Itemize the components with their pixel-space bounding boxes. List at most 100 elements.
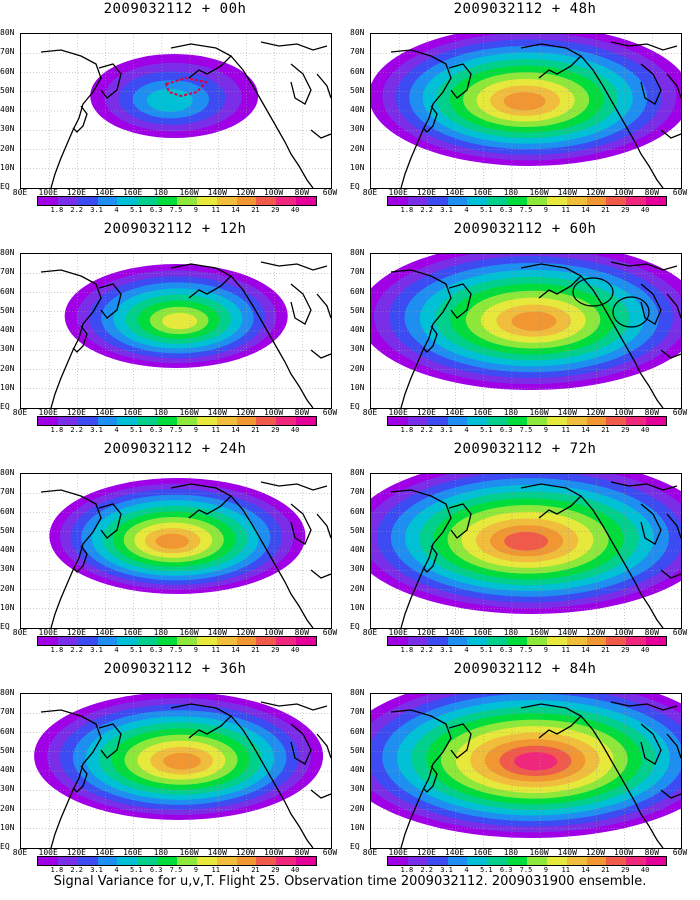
colorbar-tick-label: 7.5	[519, 646, 533, 654]
longitude-tick-label: 140E	[444, 628, 465, 637]
colorbar-swatch	[157, 637, 178, 645]
contour-map	[20, 253, 332, 409]
colorbar-swatch	[527, 197, 547, 205]
latitude-tick-label: 70N	[350, 487, 365, 497]
latitude-tick-label: 40N	[350, 545, 365, 554]
latitude-tick-label: 40N	[0, 105, 15, 114]
colorbar-tick-label: 2.2	[70, 866, 84, 874]
colorbar	[387, 196, 667, 206]
latitude-tick-label: EQ	[0, 402, 10, 411]
latitude-tick-label: 40N	[0, 765, 15, 774]
colorbar-swatch	[388, 637, 408, 645]
variance-contour-level-11	[504, 531, 549, 551]
coastline	[72, 105, 88, 133]
coastline	[580, 495, 664, 628]
coastline	[40, 489, 102, 628]
coastline	[170, 703, 233, 739]
longitude-tick-label: 100E	[38, 848, 58, 857]
coastline	[390, 489, 452, 628]
colorbar-tick-label: 11	[211, 426, 220, 434]
colorbar-tick-label: 6.3	[499, 206, 513, 214]
latitude-tick-label: 10N	[350, 162, 365, 172]
longitude-tick-label: 160W	[179, 408, 199, 417]
colorbar-swatch	[77, 637, 98, 645]
panel-title: 2009032112 + 48h	[453, 1, 597, 17]
colorbar	[37, 856, 317, 866]
latitude-tick-label: 40N	[350, 105, 365, 114]
latitude-tick-label: 40N	[0, 545, 15, 554]
coastline	[316, 73, 331, 99]
colorbar-tick-label: 9	[193, 646, 198, 654]
colorbar-tick-label: 4	[464, 646, 469, 654]
latitude-tick-label: 80N	[350, 468, 365, 477]
colorbar-tick-label: 14	[581, 866, 590, 874]
highlight-circle	[612, 296, 650, 328]
coastline	[310, 569, 331, 579]
colorbar-tick-label: 11	[211, 646, 220, 654]
longitude-tick-label: 120W	[585, 848, 606, 857]
colorbar-tick-label: 6.3	[499, 866, 513, 874]
contour-map	[20, 473, 332, 629]
colorbar-swatch	[487, 197, 508, 205]
longitude-tick-label: 140W	[207, 628, 227, 637]
colorbar-tick-label: 7.5	[169, 426, 183, 434]
colorbar-swatch	[546, 637, 567, 645]
longitude-tick-label: 140W	[557, 408, 577, 417]
colorbar-tick-label: 4	[114, 206, 119, 214]
longitude-tick-label: 80W	[644, 848, 660, 857]
forecast-panel-36h: 2009032112 + 36h 80N 70N 60N 50N 40N 30N 20N 10…	[0, 660, 350, 885]
colorbar-swatch	[447, 637, 468, 645]
colorbar-swatch	[626, 417, 647, 425]
longitude-tick-label: 100W	[263, 848, 284, 857]
longitude-tick-label: 120W	[585, 188, 606, 197]
colorbar-tick-label: 6.3	[149, 646, 163, 654]
longitude-tick-label: 140E	[444, 848, 465, 857]
longitude-tick-label: 180	[503, 628, 519, 637]
colorbar-tick-label: 3.1	[90, 866, 103, 874]
colorbar-swatch	[57, 857, 78, 865]
colorbar-swatch	[447, 197, 468, 205]
colorbar-tick-label: 3.1	[440, 426, 453, 434]
coastline	[260, 481, 328, 491]
colorbar-swatch	[256, 857, 277, 865]
longitude-tick-label: 80W	[644, 188, 660, 197]
colorbar-swatch	[57, 417, 78, 425]
colorbar-swatch	[256, 417, 277, 425]
coastline	[640, 723, 662, 765]
colorbar-tick-label: 21	[601, 206, 610, 214]
longitude-tick-label: 100W	[263, 628, 284, 637]
colorbar-swatch	[606, 197, 627, 205]
colorbar-tick-label: 2.2	[420, 866, 434, 874]
panel-title: 2009032112 + 36h	[103, 661, 247, 677]
longitude-tick-label: 160W	[179, 848, 199, 857]
longitude-tick-label: 160E	[473, 848, 493, 857]
colorbar-tick-label: 1.8	[400, 646, 414, 654]
latitude-tick-label: 50N	[0, 85, 15, 95]
colorbar-swatch	[388, 417, 408, 425]
longitude-tick-label: 140W	[207, 848, 227, 857]
contour-map	[370, 33, 682, 189]
coastline	[390, 269, 452, 408]
contour-map	[370, 693, 682, 849]
longitude-tick-label: 120W	[585, 628, 606, 637]
longitude-tick-label: 140E	[444, 188, 465, 197]
longitude-tick-label: 140W	[557, 628, 577, 637]
forecast-panel-12h: 2009032112 + 12h 80N 70N 60N 50N 40N 30N 20N 10…	[0, 220, 350, 445]
colorbar-swatch	[546, 197, 567, 205]
longitude-tick-label: 140E	[94, 188, 115, 197]
colorbar-tick-label: 21	[251, 646, 260, 654]
colorbar-tick-label: 9	[193, 426, 198, 434]
colorbar-swatch	[467, 637, 488, 645]
colorbar-swatch	[137, 637, 158, 645]
colorbar-swatch	[216, 857, 237, 865]
coastline	[666, 293, 681, 319]
colorbar-tick-label: 21	[251, 866, 260, 874]
longitude-tick-label: 60W	[672, 408, 688, 417]
colorbar-swatch	[626, 637, 647, 645]
coastline	[316, 513, 331, 539]
latitude-tick-label: 20N	[350, 143, 365, 153]
longitude-tick-label: 60W	[672, 848, 688, 857]
longitude-tick-label: 80W	[294, 628, 310, 637]
latitude-tick-label: 40N	[350, 765, 365, 774]
longitude-tick-label: 60W	[322, 848, 338, 857]
